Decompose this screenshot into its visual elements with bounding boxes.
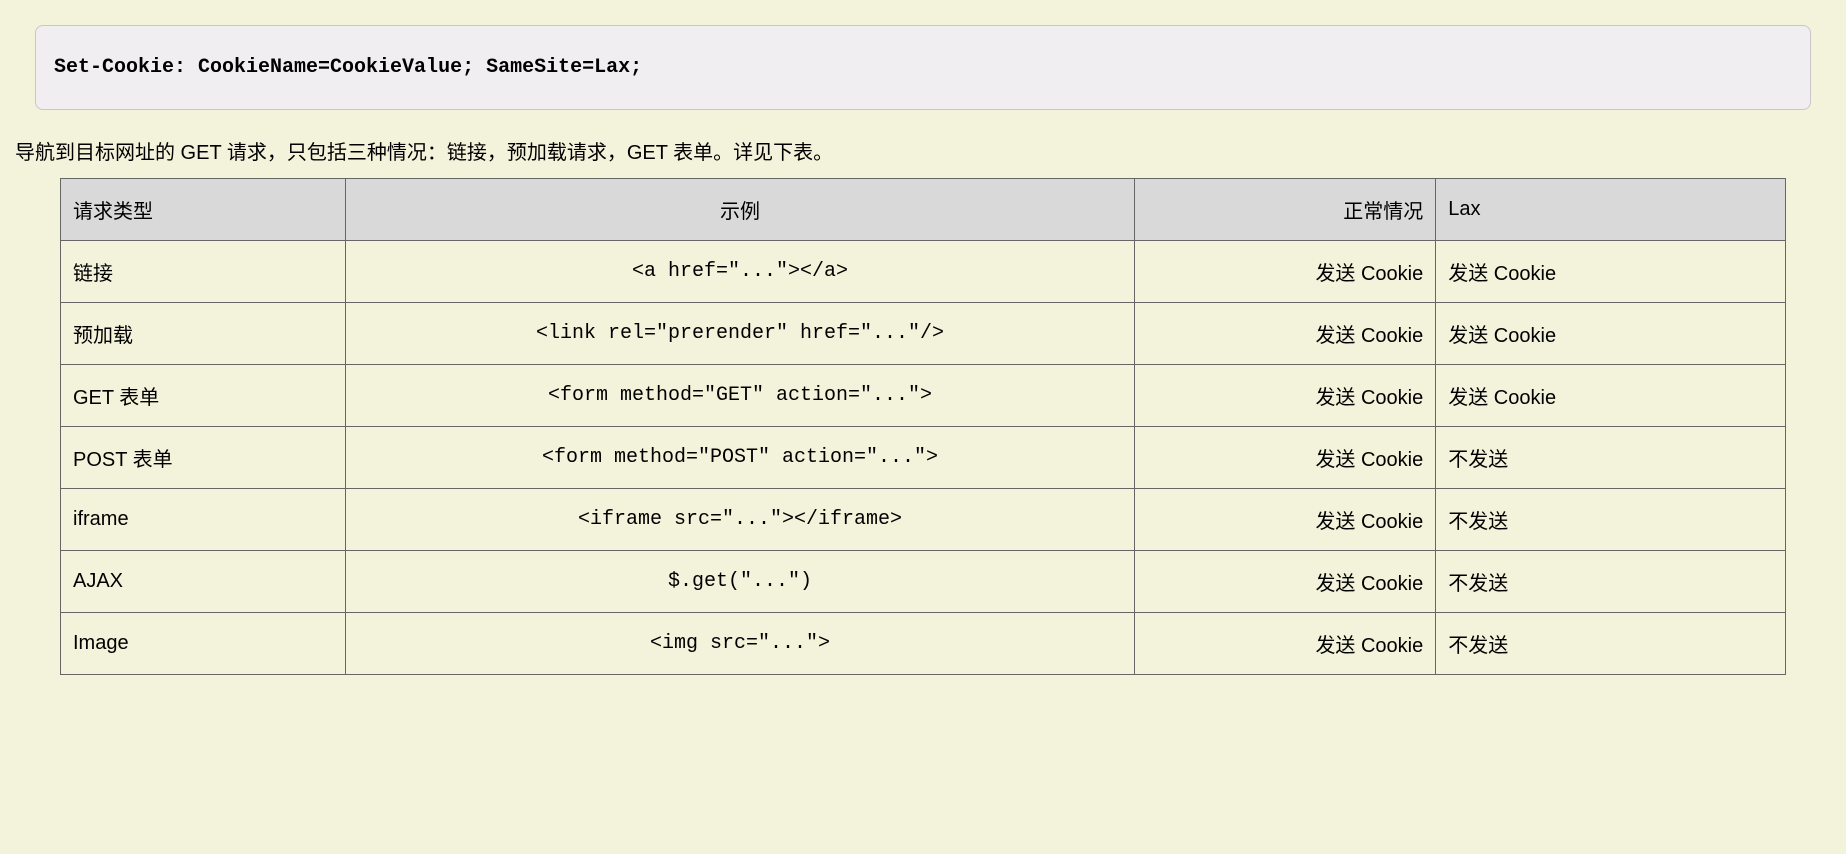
- cell-normal: 发送 Cookie: [1135, 365, 1436, 427]
- cell-type: AJAX: [61, 551, 346, 613]
- cell-type: 链接: [61, 241, 346, 303]
- cell-type: Image: [61, 613, 346, 675]
- cell-example: <iframe src="..."></iframe>: [345, 489, 1135, 551]
- cell-example: $.get("..."): [345, 551, 1135, 613]
- cell-lax: 发送 Cookie: [1436, 365, 1786, 427]
- table-row: iframe <iframe src="..."></iframe> 发送 Co…: [61, 489, 1786, 551]
- cell-normal: 发送 Cookie: [1135, 489, 1436, 551]
- cell-example: <img src="...">: [345, 613, 1135, 675]
- cell-example: <a href="..."></a>: [345, 241, 1135, 303]
- cell-lax: 发送 Cookie: [1436, 303, 1786, 365]
- table-header-row: 请求类型 示例 正常情况 Lax: [61, 179, 1786, 241]
- cell-normal: 发送 Cookie: [1135, 613, 1436, 675]
- table-row: GET 表单 <form method="GET" action="..."> …: [61, 365, 1786, 427]
- cell-lax: 不发送: [1436, 613, 1786, 675]
- table-container: 请求类型 示例 正常情况 Lax 链接 <a href="..."></a> 发…: [15, 178, 1831, 675]
- table-row: Image <img src="..."> 发送 Cookie 不发送: [61, 613, 1786, 675]
- cell-lax: 不发送: [1436, 551, 1786, 613]
- cell-normal: 发送 Cookie: [1135, 303, 1436, 365]
- table-row: 链接 <a href="..."></a> 发送 Cookie 发送 Cooki…: [61, 241, 1786, 303]
- cell-type: iframe: [61, 489, 346, 551]
- intro-paragraph: 导航到目标网址的 GET 请求，只包括三种情况：链接，预加载请求，GET 表单。…: [15, 138, 1831, 168]
- code-block: Set-Cookie: CookieName=CookieValue; Same…: [35, 25, 1811, 110]
- cell-lax: 不发送: [1436, 427, 1786, 489]
- samesite-table: 请求类型 示例 正常情况 Lax 链接 <a href="..."></a> 发…: [60, 178, 1786, 675]
- table-row: 预加载 <link rel="prerender" href="..."/> 发…: [61, 303, 1786, 365]
- cell-normal: 发送 Cookie: [1135, 551, 1436, 613]
- cell-type: 预加载: [61, 303, 346, 365]
- cell-lax: 不发送: [1436, 489, 1786, 551]
- col-header-example: 示例: [345, 179, 1135, 241]
- cell-normal: 发送 Cookie: [1135, 427, 1436, 489]
- cell-type: POST 表单: [61, 427, 346, 489]
- cell-normal: 发送 Cookie: [1135, 241, 1436, 303]
- cell-example: <link rel="prerender" href="..."/>: [345, 303, 1135, 365]
- cell-example: <form method="GET" action="...">: [345, 365, 1135, 427]
- col-header-normal: 正常情况: [1135, 179, 1436, 241]
- table-row: POST 表单 <form method="POST" action="..."…: [61, 427, 1786, 489]
- col-header-lax: Lax: [1436, 179, 1786, 241]
- cell-type: GET 表单: [61, 365, 346, 427]
- table-row: AJAX $.get("...") 发送 Cookie 不发送: [61, 551, 1786, 613]
- col-header-type: 请求类型: [61, 179, 346, 241]
- cell-example: <form method="POST" action="...">: [345, 427, 1135, 489]
- code-text: Set-Cookie: CookieName=CookieValue; Same…: [54, 56, 642, 79]
- cell-lax: 发送 Cookie: [1436, 241, 1786, 303]
